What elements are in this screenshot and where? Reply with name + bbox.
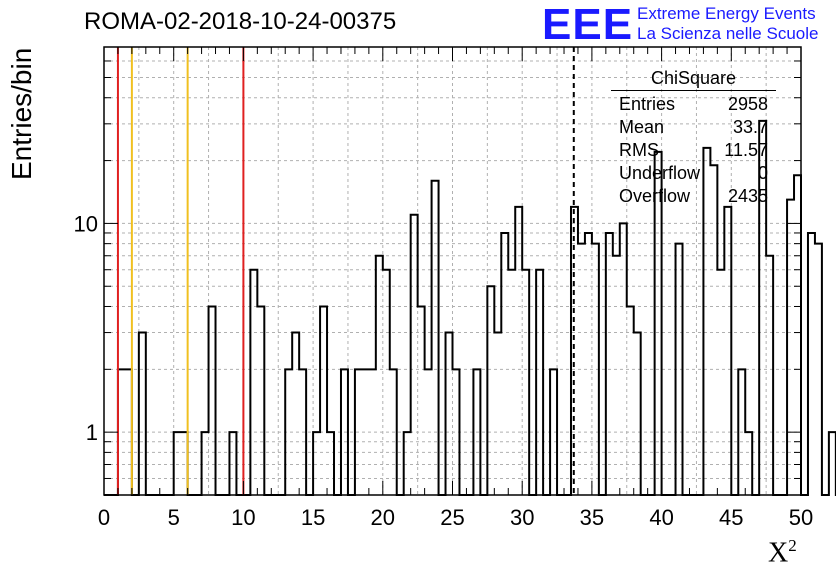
y-tick-label: 1 [86, 420, 98, 445]
eee-logo: EEE [542, 0, 634, 49]
x-tick-label: 20 [371, 505, 395, 530]
plot-title: ROMA-02-2018-10-24-00375 [84, 8, 397, 35]
stats-box: ChiSquare Entries 2958 Mean 33.7 RMS 11.57 … [611, 68, 776, 208]
x-tick-label: 30 [510, 505, 534, 530]
stats-row-overflow: Overflow 2435 [619, 186, 768, 206]
stats-row-rms: RMS 11.57 [619, 140, 768, 160]
x-tick-label: 25 [440, 505, 464, 530]
x-tick-label: 0 [98, 505, 110, 530]
x-tick-label: 40 [649, 505, 673, 530]
histogram-series [104, 119, 836, 496]
stats-title: ChiSquare [611, 68, 776, 91]
x-tick-label: 5 [168, 505, 180, 530]
x-tick-label: 10 [231, 505, 255, 530]
x-tick-label: 35 [580, 505, 604, 530]
x-tick-label: 15 [301, 505, 325, 530]
y-tick-label: 10 [74, 211, 98, 236]
stats-row-underflow: Underflow 0 [619, 163, 768, 183]
x-tick-label: 45 [719, 505, 743, 530]
stats-row-mean: Mean 33.7 [619, 117, 768, 137]
x-axis-label: X2 [768, 536, 797, 569]
logo-line-1: Extreme Energy Events [637, 4, 816, 23]
stats-row-entries: Entries 2958 [619, 94, 768, 114]
y-axis-label: Entries/bin [6, 47, 37, 180]
x-tick-label: 50 [789, 505, 813, 530]
logo-line-2: La Scienza nelle Scuole [637, 24, 819, 43]
